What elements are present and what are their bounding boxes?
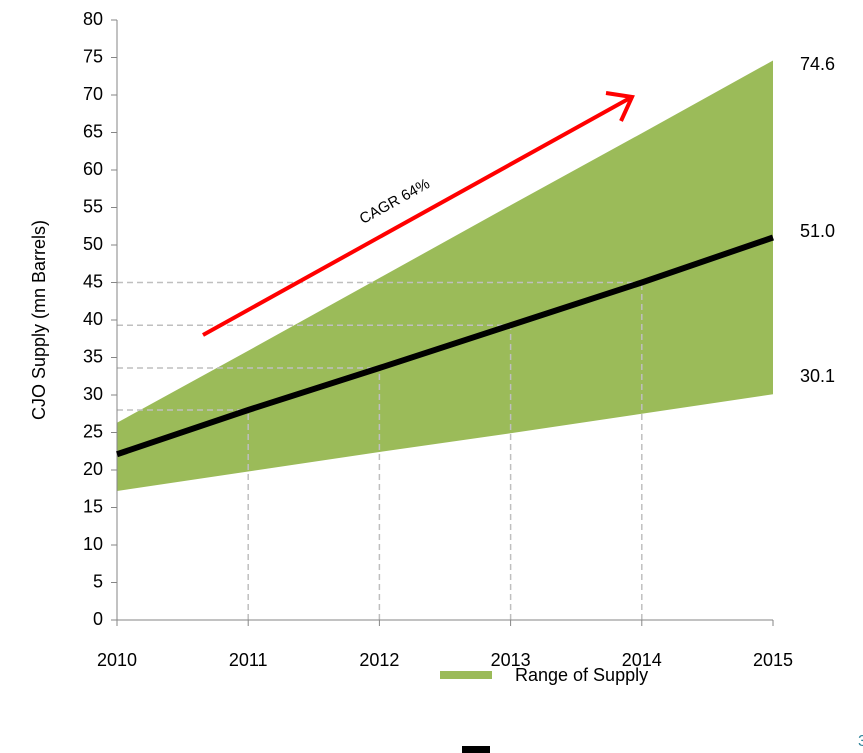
page-number: 3	[858, 733, 863, 750]
y-tick-label: 15	[83, 496, 103, 516]
annotation: CAGR 64%	[357, 175, 433, 227]
y-tick-label: 70	[83, 84, 103, 104]
y-tick-label: 30	[83, 384, 103, 404]
y-axis-label: CJO Supply (mn Barrels)	[29, 220, 49, 420]
legend-swatch	[440, 671, 492, 679]
y-tick-label: 75	[83, 46, 103, 66]
x-tick-label: 2010	[97, 650, 137, 670]
y-tick-label: 45	[83, 271, 103, 291]
legend-swatch	[462, 746, 490, 753]
cagr-arrow	[202, 96, 631, 337]
y-tick-label: 50	[83, 234, 103, 254]
end-label: 30.1	[800, 366, 835, 386]
y-tick-label: 20	[83, 459, 103, 479]
y-tick-label: 60	[83, 159, 103, 179]
legend-label: Range of Supply	[515, 665, 648, 685]
end-label: 74.6	[800, 54, 835, 74]
x-tick-label: 2012	[359, 650, 399, 670]
x-tick-label: 2014	[622, 650, 662, 670]
y-tick-label: 55	[83, 196, 103, 216]
y-tick-label: 80	[83, 9, 103, 29]
supply-line	[116, 234, 774, 458]
y-tick-label: 5	[93, 571, 103, 591]
y-tick-label: 35	[83, 346, 103, 366]
y-tick-label: 10	[83, 534, 103, 554]
x-tick-label: 2013	[491, 650, 531, 670]
x-tick-label: 2015	[753, 650, 793, 670]
end-label: 51.0	[800, 221, 835, 241]
cagr-arrowhead	[605, 91, 635, 122]
y-tick-label: 25	[83, 421, 103, 441]
range-area	[117, 60, 773, 491]
x-tick-label: 2011	[229, 650, 268, 670]
y-tick-label: 0	[93, 609, 103, 629]
y-tick-label: 65	[83, 121, 103, 141]
y-tick-label: 40	[83, 309, 103, 329]
